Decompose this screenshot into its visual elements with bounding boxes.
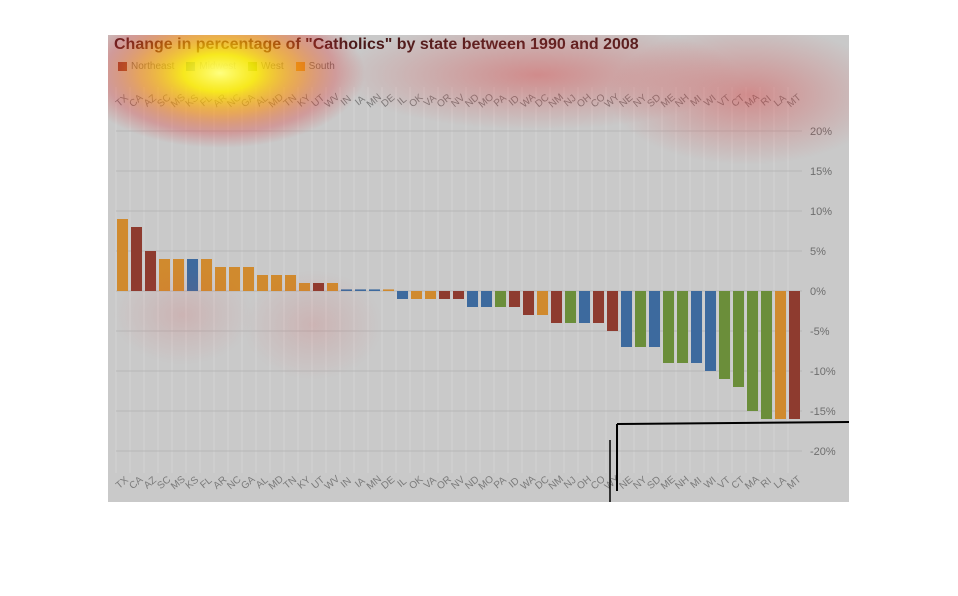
legend-swatch (186, 62, 196, 71)
y-tick-label: 20% (810, 126, 832, 138)
bar (299, 283, 310, 291)
bar (495, 291, 506, 307)
y-tick-label: -5% (810, 326, 830, 338)
bar (411, 291, 422, 299)
bar (719, 291, 730, 379)
x-tick-label-bottom: MT (785, 474, 803, 492)
bar (341, 289, 352, 291)
bar (355, 289, 366, 291)
bar (145, 251, 156, 291)
bar (453, 291, 464, 299)
legend-item: Midwest (186, 61, 236, 72)
bar (551, 291, 562, 323)
bar (215, 267, 226, 291)
bar (789, 291, 800, 419)
bar (327, 283, 338, 291)
y-tick-label: -20% (810, 446, 836, 458)
bar-chart: 20%15%10%5%0%-5%-10%-15%-20%TXTXCACAAZAZ… (114, 87, 836, 492)
x-tick-label-top: IN (339, 94, 354, 109)
bar (635, 291, 646, 347)
bar (257, 275, 268, 291)
y-tick-label: -10% (810, 366, 836, 378)
bar (565, 291, 576, 323)
bar (117, 219, 128, 291)
bar (579, 291, 590, 323)
legend: Northeast Midwest West South (118, 61, 335, 72)
bar (523, 291, 534, 315)
x-tick-label-bottom: PA (492, 475, 509, 492)
bar (397, 291, 408, 299)
x-tick-label-bottom: DE (380, 474, 398, 492)
y-tick-label: -15% (810, 406, 836, 418)
chart-panel: 20% 15% 10% 5% 0% -5% -10% -15% -20% TX TX CA CA AZ AZ… (108, 35, 849, 502)
bar (537, 291, 548, 315)
bar (313, 283, 324, 291)
bar (649, 291, 660, 347)
chart-title: Change in percentage of "Catholics" by s… (114, 36, 639, 53)
x-tick-label-bottom: IN (339, 476, 354, 491)
bar (663, 291, 674, 363)
bar (733, 291, 744, 387)
bar (425, 291, 436, 299)
bar (243, 267, 254, 291)
legend-swatch (295, 62, 305, 71)
bar (593, 291, 604, 323)
legend-label: South (308, 61, 335, 72)
bar (775, 291, 786, 419)
legend-swatch (248, 62, 258, 71)
x-tick-label-top: PA (492, 93, 509, 110)
bar (173, 259, 184, 291)
legend-item: South (295, 61, 335, 72)
bar (229, 267, 240, 291)
bar (439, 291, 450, 299)
bar (761, 291, 772, 419)
bar (621, 291, 632, 347)
bar (285, 275, 296, 291)
y-tick-label: 0% (810, 286, 826, 298)
bar (201, 259, 212, 291)
legend-item: Northeast (118, 61, 174, 72)
x-tick-label-bottom: MI (689, 475, 705, 491)
bar (509, 291, 520, 307)
bar (369, 289, 380, 291)
legend-item: West (248, 61, 284, 72)
bar (677, 291, 688, 363)
legend-label: Northeast (131, 61, 175, 72)
y-tick-label: 15% (810, 166, 832, 178)
legend-swatch (118, 62, 127, 71)
bar (271, 275, 282, 291)
bar (383, 289, 394, 291)
legend-label: West (261, 61, 284, 72)
legend-label: Midwest (199, 61, 237, 72)
bar (747, 291, 758, 411)
bar (131, 227, 142, 291)
bar (187, 259, 198, 291)
y-tick-label: 10% (810, 206, 832, 218)
bar (467, 291, 478, 307)
y-tick-label: 5% (810, 246, 826, 258)
bar (159, 259, 170, 291)
bar (705, 291, 716, 371)
bar (691, 291, 702, 363)
bar (481, 291, 492, 307)
bar (607, 291, 618, 331)
